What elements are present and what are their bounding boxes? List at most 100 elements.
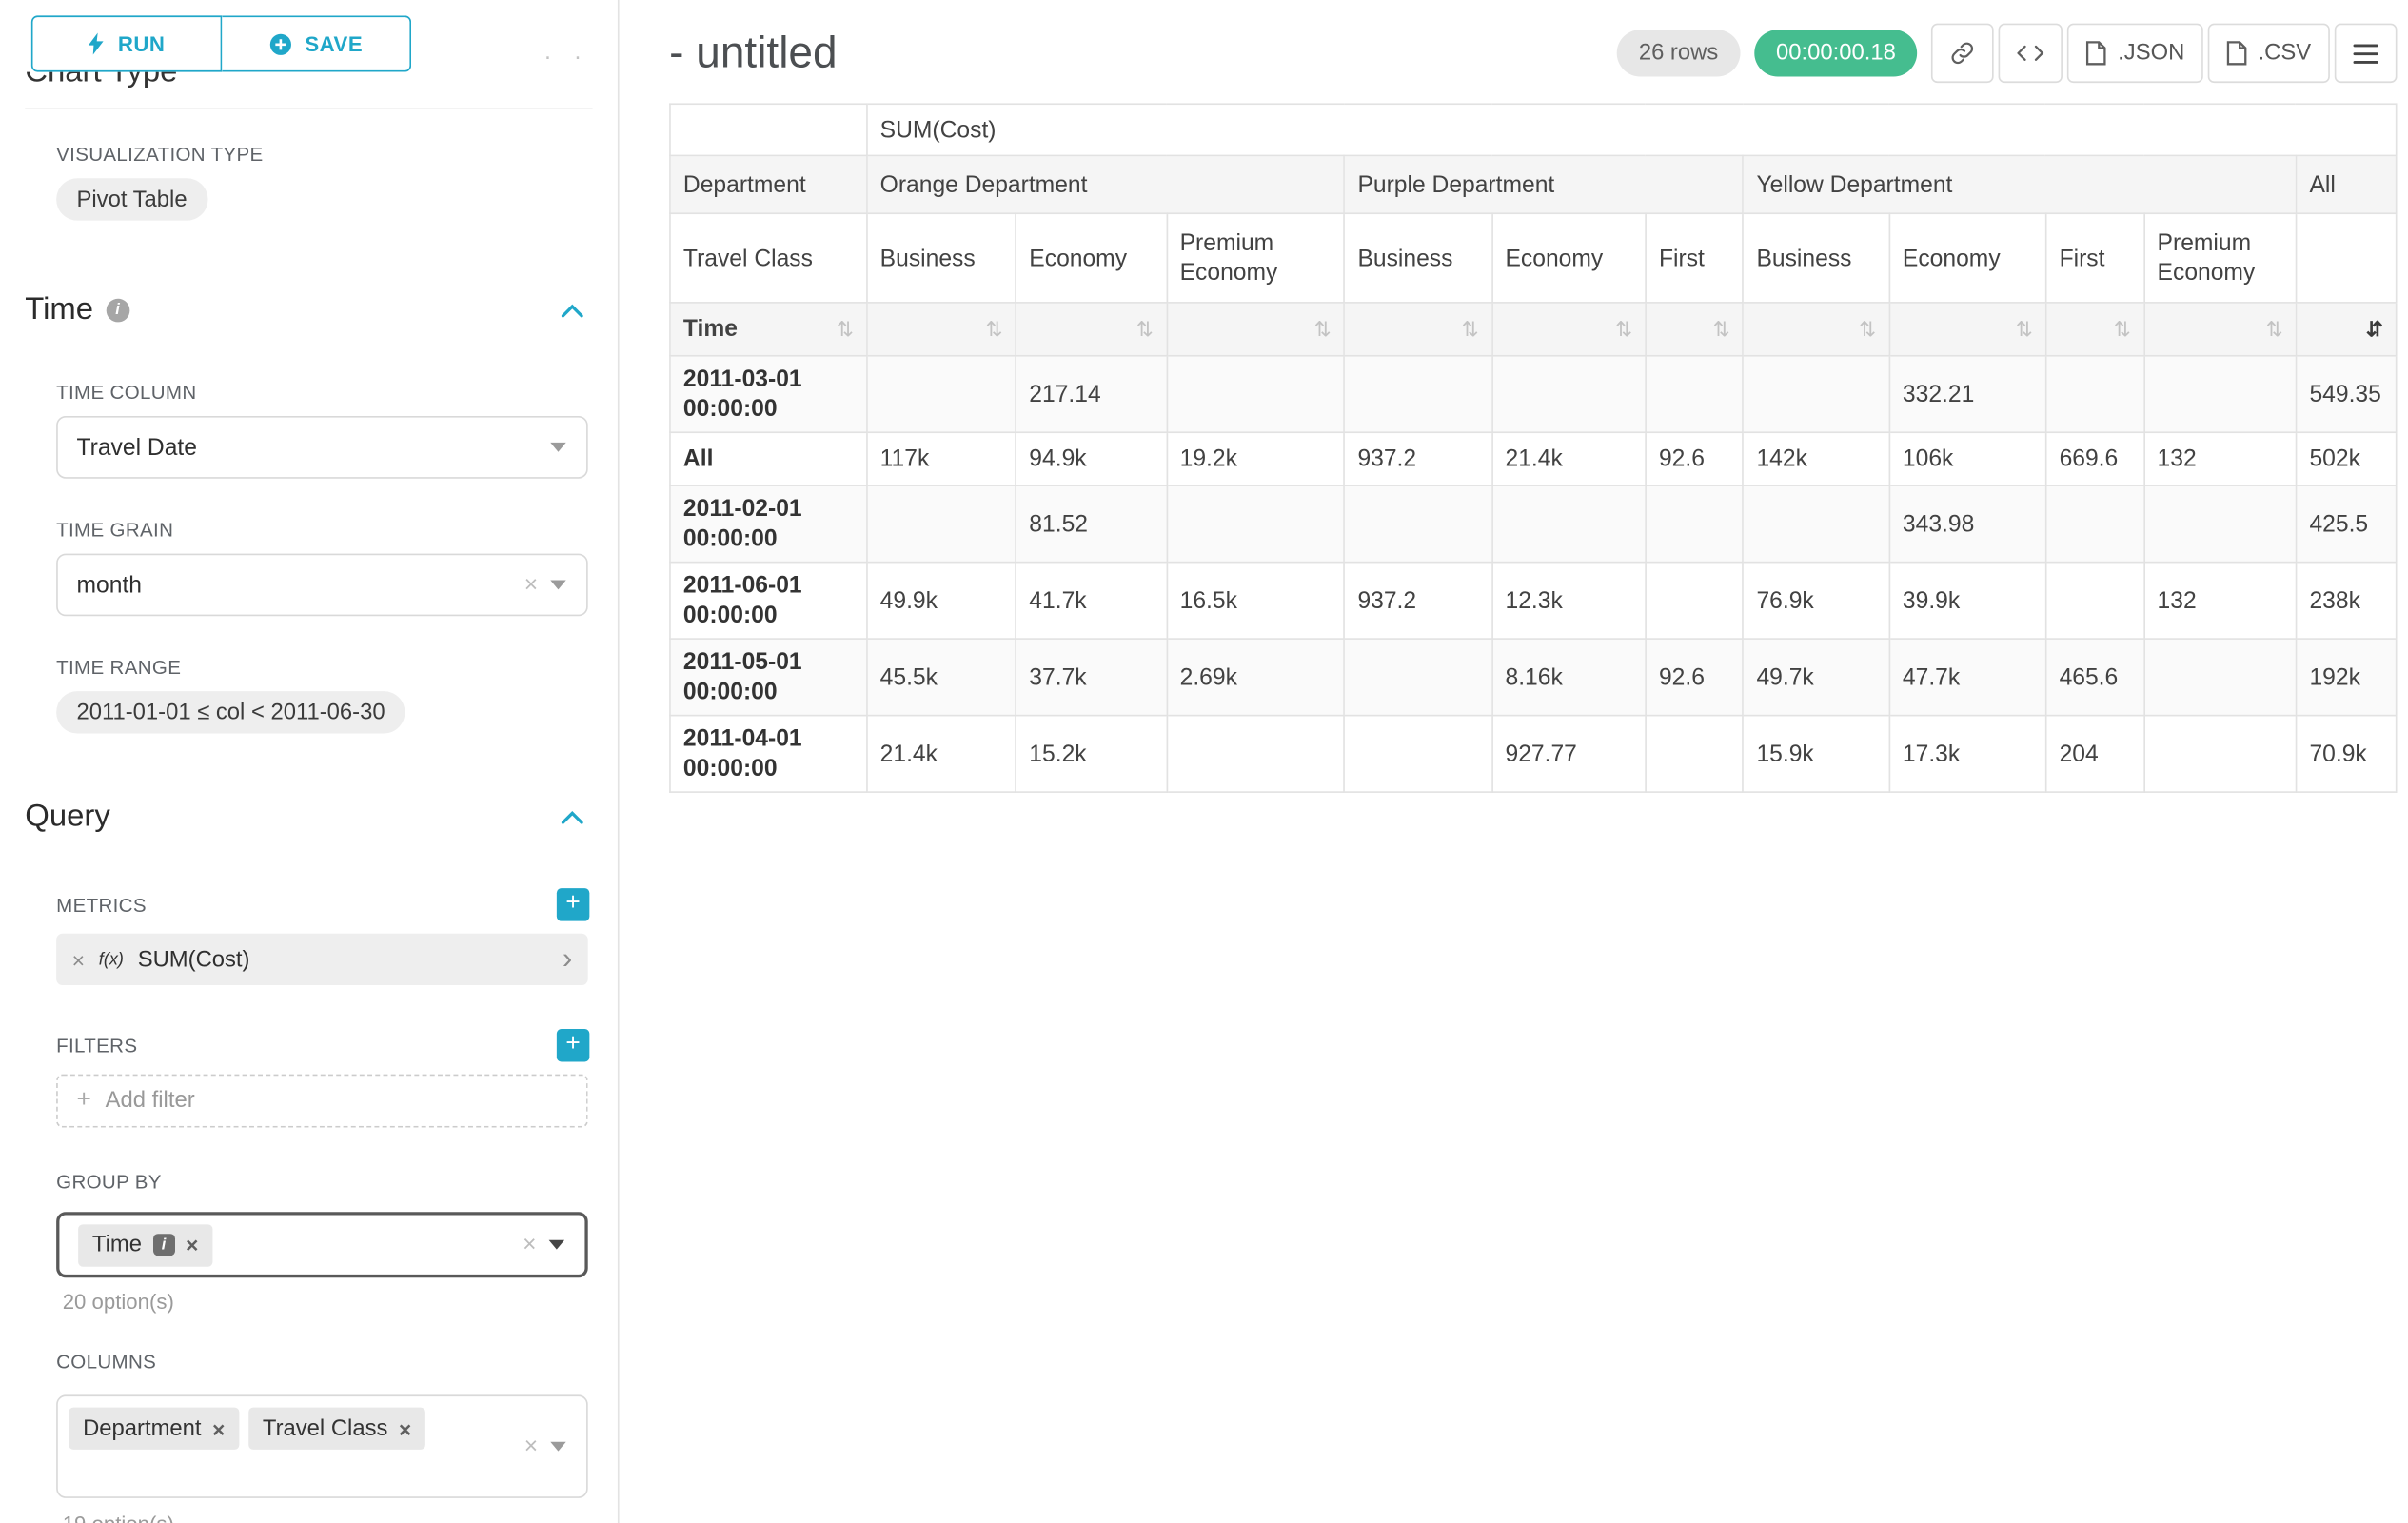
- sort-icon[interactable]: ⇅: [836, 317, 854, 342]
- file-icon: [2086, 41, 2107, 66]
- pivot-value-cell: 45.5k: [865, 638, 1017, 717]
- save-button[interactable]: SAVE: [222, 15, 412, 72]
- chart-title[interactable]: - untitled: [669, 28, 838, 77]
- visualization-type-label: VISUALIZATION TYPE: [56, 144, 264, 167]
- pill-label: Time: [91, 1232, 142, 1257]
- remove-icon[interactable]: ×: [212, 1415, 226, 1441]
- pivot-metric-header: SUM(Cost): [865, 103, 2398, 157]
- pivot-value-cell: [2044, 354, 2145, 434]
- time-section-title: Time: [25, 292, 94, 327]
- caret-down-icon[interactable]: [548, 1239, 565, 1250]
- pivot-sort-cell: ⇅: [1343, 302, 1493, 357]
- pivot-value-cell: 2.69k: [1165, 638, 1346, 717]
- remove-icon[interactable]: ×: [398, 1415, 412, 1441]
- pivot-column-header: Premium Economy: [2142, 212, 2298, 304]
- columns-label: COLUMNS: [56, 1351, 157, 1374]
- sort-icon[interactable]: ⇅: [1859, 317, 1876, 342]
- sort-icon[interactable]: ⇅: [1313, 317, 1332, 342]
- sort-icon[interactable]: ⇅: [2113, 317, 2131, 342]
- pivot-value-cell: 425.5: [2295, 485, 2398, 564]
- pivot-value-cell: 39.9k: [1888, 561, 2047, 640]
- sort-icon[interactable]: ⇅: [1712, 317, 1730, 342]
- plus-circle-icon: [269, 32, 293, 56]
- chart-type-heading: Chart Type: [25, 72, 592, 96]
- sort-icon[interactable]: ⇅: [1615, 317, 1633, 342]
- chart-header-controls: 26 rows 00:00:00.18: [1616, 23, 2398, 84]
- time-section-header: Time i: [25, 292, 583, 328]
- pivot-value-cell: 927.77: [1490, 714, 1647, 793]
- chevron-up-icon[interactable]: [561, 304, 583, 318]
- run-button[interactable]: RUN: [30, 15, 223, 72]
- pivot-sort-cell: ⇅: [1490, 302, 1647, 357]
- save-label: SAVE: [305, 31, 364, 56]
- row-count-badge: 26 rows: [1616, 30, 1741, 77]
- copy-link-button[interactable]: [1931, 23, 1995, 84]
- pivot-value-cell: 343.98: [1888, 485, 2047, 564]
- sort-icon[interactable]: ⇅: [1461, 317, 1479, 342]
- pivot-value-cell: 238k: [2295, 561, 2398, 640]
- menu-button[interactable]: [2334, 23, 2398, 84]
- info-icon[interactable]: i: [106, 298, 129, 323]
- add-filter-button[interactable]: + Add filter: [56, 1074, 588, 1128]
- columns-select[interactable]: Department × Travel Class × ×: [56, 1394, 588, 1498]
- download-json-button[interactable]: .JSON: [2067, 23, 2204, 84]
- caret-down-icon: [550, 442, 566, 452]
- pivot-group-header: Yellow Department: [1742, 154, 2298, 215]
- sort-icon[interactable]: ⇅: [2015, 317, 2033, 342]
- group-by-options-count: 20 option(s): [62, 1290, 174, 1315]
- pivot-value-cell: 92.6: [1645, 638, 1745, 717]
- pivot-group-header: Orange Department: [865, 154, 1346, 215]
- sort-icon[interactable]: ⇅: [2265, 317, 2283, 342]
- close-icon[interactable]: ×: [523, 571, 539, 599]
- group-by-pill-time[interactable]: Time i ×: [78, 1223, 213, 1266]
- add-metric-button[interactable]: +: [556, 888, 590, 921]
- metric-item[interactable]: × f(x) SUM(Cost) ›: [56, 933, 588, 986]
- time-range-pill[interactable]: 2011-01-01 ≤ col < 2011-06-30: [56, 691, 405, 734]
- add-filter-plus-button[interactable]: +: [556, 1029, 590, 1062]
- remove-icon[interactable]: ×: [71, 946, 86, 973]
- pivot-value-cell: [1165, 354, 1346, 434]
- pivot-value-cell: 37.7k: [1015, 638, 1168, 717]
- download-csv-button[interactable]: .CSV: [2207, 23, 2330, 84]
- pivot-column-header: First: [2044, 212, 2145, 304]
- chevron-right-icon[interactable]: ›: [562, 942, 573, 977]
- metrics-label: METRICS: [56, 893, 147, 916]
- pivot-value-cell: [1742, 354, 1890, 434]
- clear-all-icon[interactable]: ×: [523, 1231, 537, 1258]
- visualization-type-pill[interactable]: Pivot Table: [56, 178, 207, 221]
- clear-all-icon[interactable]: ×: [523, 1433, 539, 1460]
- pivot-group-header: Purple Department: [1343, 154, 1745, 215]
- columns-pill-travel-class[interactable]: Travel Class ×: [248, 1407, 426, 1450]
- sort-icon-active[interactable]: ⇵: [2365, 317, 2383, 342]
- pivot-row: 2011-03-01 00:00:00 217.14 332.21 549.35: [669, 354, 2398, 434]
- pivot-col-dimension-label: Travel Class: [669, 212, 868, 304]
- columns-options-count: 19 option(s): [63, 1513, 593, 1523]
- pivot-sort-cell: ⇅: [865, 302, 1017, 357]
- view-query-button[interactable]: [1999, 23, 2063, 84]
- caret-down-icon[interactable]: [550, 1441, 566, 1452]
- pivot-column-header: Economy: [1015, 212, 1168, 304]
- metrics-label-row: METRICS +: [25, 888, 590, 921]
- group-by-select[interactable]: Time i × ×: [56, 1212, 588, 1278]
- pivot-column-header: Premium Economy: [1165, 212, 1346, 304]
- pivot-row-header: 2011-05-01 00:00:00: [669, 638, 868, 717]
- time-grain-select[interactable]: month ×: [56, 553, 588, 617]
- pivot-value-cell: 117k: [865, 431, 1017, 486]
- chart-panel: - untitled 26 rows 00:00:00.18: [620, 0, 2408, 1523]
- pivot-value-cell: 8.16k: [1490, 638, 1647, 717]
- sort-icon[interactable]: ⇅: [1135, 317, 1154, 342]
- pivot-all-subheader: [2295, 212, 2398, 304]
- chevron-up-icon[interactable]: [561, 810, 583, 824]
- sort-icon[interactable]: ⇅: [985, 317, 1003, 342]
- pivot-value-cell: [1165, 485, 1346, 564]
- pivot-value-cell: [1645, 561, 1745, 640]
- pill-label: Travel Class: [262, 1415, 388, 1441]
- column-info-icon[interactable]: i: [152, 1234, 175, 1256]
- time-grain-label: TIME GRAIN: [56, 519, 174, 542]
- columns-pill-department[interactable]: Department ×: [69, 1407, 240, 1450]
- download-csv-label: .CSV: [2258, 40, 2312, 67]
- time-column-select[interactable]: Travel Date: [56, 416, 588, 479]
- pivot-value-cell: 502k: [2295, 431, 2398, 486]
- pivot-value-cell: 41.7k: [1015, 561, 1168, 640]
- remove-icon[interactable]: ×: [185, 1232, 199, 1257]
